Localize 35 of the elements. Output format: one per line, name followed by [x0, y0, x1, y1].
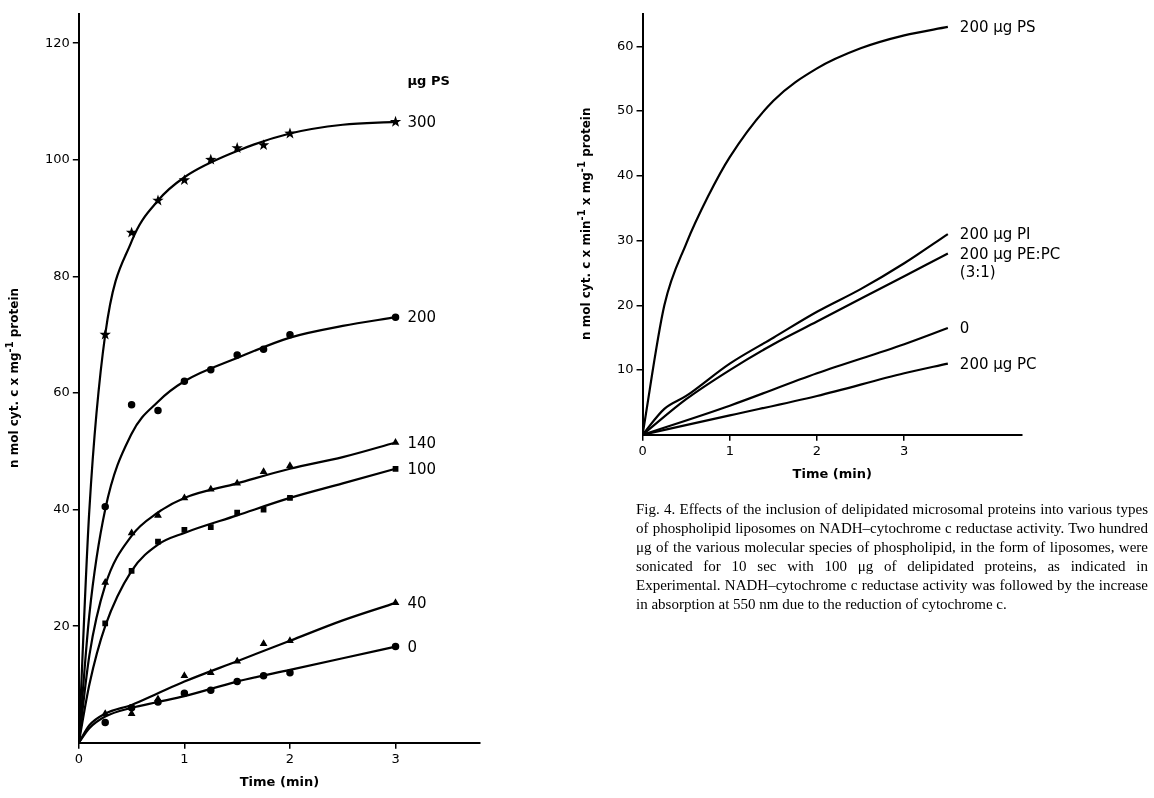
y-tick-label: 10 [617, 361, 634, 377]
y-tick-label: 20 [53, 617, 70, 633]
series-label: 40 [407, 593, 428, 612]
x-tick-label: 0 [638, 442, 647, 458]
x-axis-title: Time (min) [239, 773, 320, 789]
series-label: 0 [407, 637, 419, 656]
y-tick-label: 80 [53, 267, 70, 283]
series-label: 200 μg PS [959, 17, 1037, 36]
y-tick-label: 40 [617, 167, 634, 183]
x-tick-label: 2 [812, 442, 822, 458]
x-tick-label: 3 [900, 442, 909, 458]
y-tick-label: 30 [617, 231, 634, 247]
x-tick-label: 1 [725, 442, 734, 458]
y-tick-label: 50 [617, 102, 634, 118]
series-label: 200 [407, 308, 438, 327]
series-label: 0 [959, 318, 971, 337]
x-axis-title: Time (min) [792, 465, 872, 481]
series-label: 100 [407, 459, 438, 478]
y-tick-label: 60 [53, 384, 70, 400]
x-tick-label: 2 [285, 750, 295, 766]
caption: Fig. 4. Effects of the inclusion of delipidated microsomal proteins into various types of phospholipid liposomes on NADH–cytochrome c reductase activity. Two hundred μg of the various molecular species of phospholipid, in the form of liposomes, were sonicated for 10 sec with 100 μg of delipidated proteins, as indicated in Experimental. NADH–cytochrome c reductase activity was followed by the increase in absorption at 550 nm due to the reduction of cytochrome c. [636, 500, 1148, 614]
x-tick-label: 3 [391, 750, 400, 766]
legend-title: μg PS [407, 71, 450, 90]
series-label: 200 μg PC [959, 354, 1038, 373]
y-tick-label: 40 [53, 500, 70, 516]
series-label: 200 μg PE:PC (3:1) [959, 244, 1062, 281]
y-tick-label: 120 [44, 34, 70, 50]
x-tick-label: 0 [74, 750, 83, 766]
series-label: 300 [407, 112, 438, 131]
y-tick-label: 20 [617, 296, 634, 312]
series-label: 200 μg PI [959, 225, 1032, 244]
y-tick-label: 60 [617, 37, 634, 53]
y-tick-label: 100 [44, 151, 70, 167]
x-tick-label: 1 [180, 750, 189, 766]
series-label: 140 [407, 433, 438, 452]
